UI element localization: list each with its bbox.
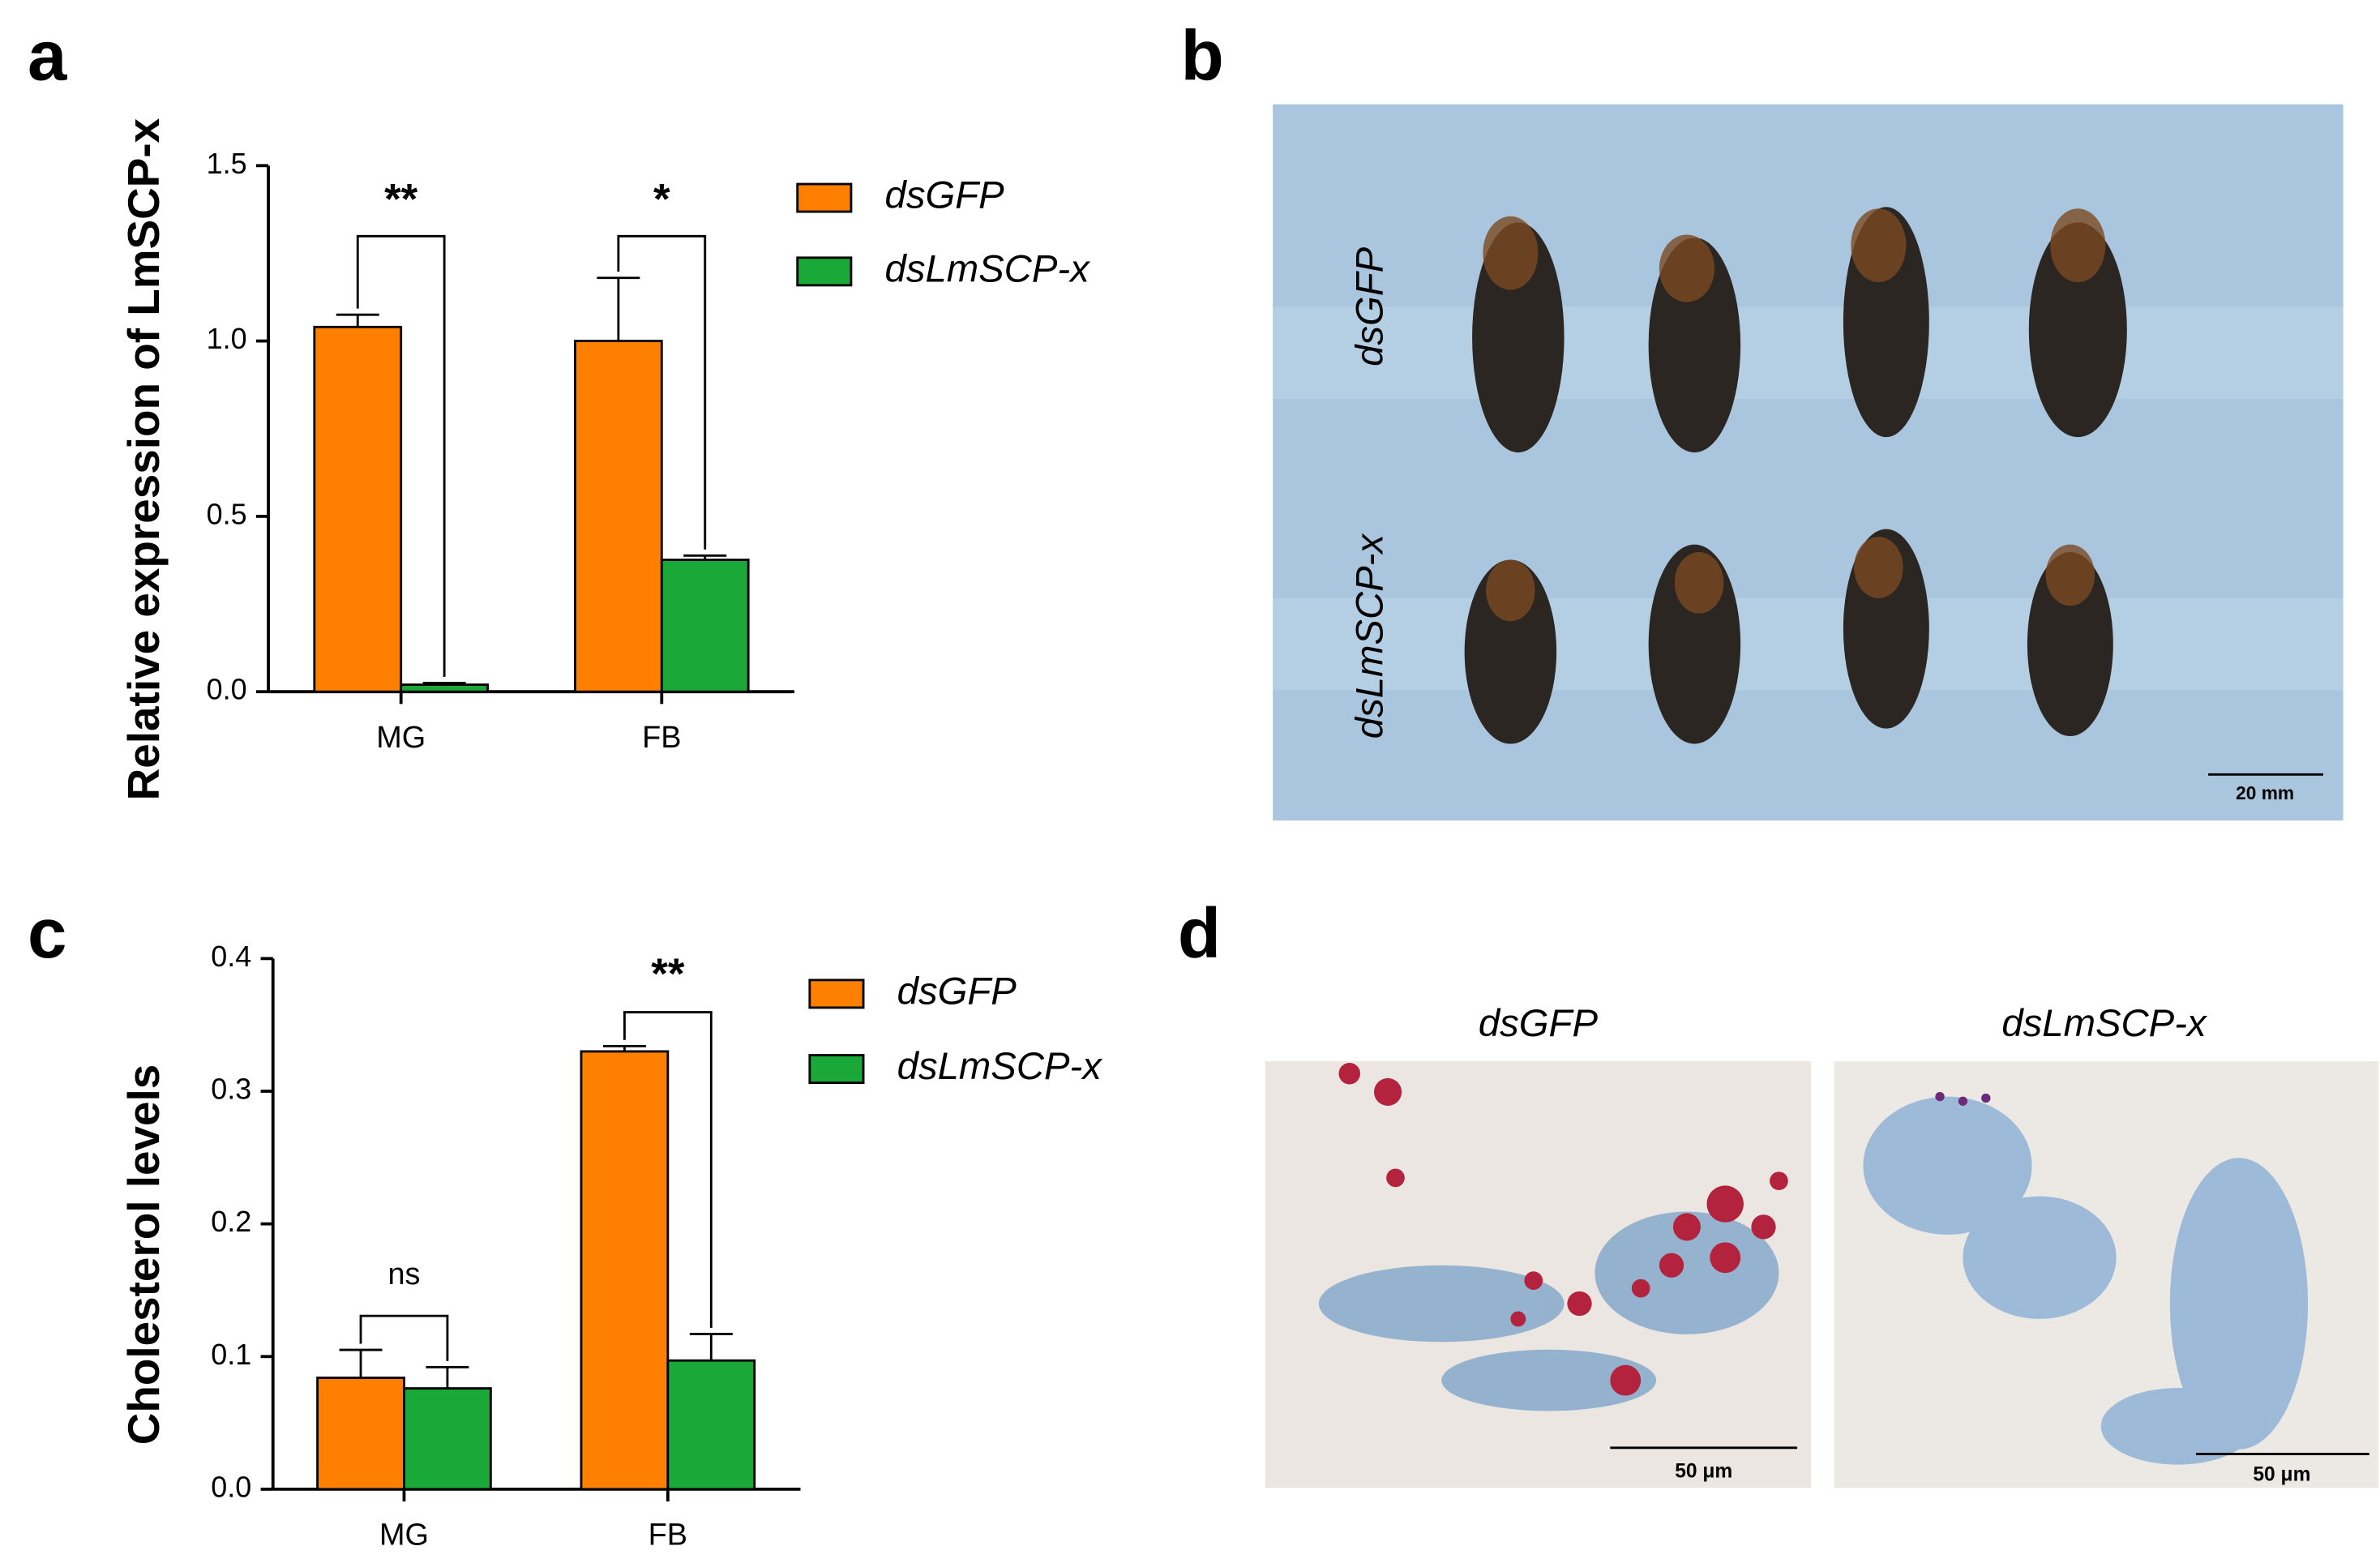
x-tick-label: FB [642, 721, 681, 755]
x-tick-label: FB [649, 1518, 687, 1553]
x-tick-label: MG [376, 721, 426, 755]
significance-label: * [653, 176, 670, 224]
panel-label: d [1178, 894, 1221, 973]
scale-bar-label: 50 μm [1675, 1461, 1732, 1483]
y-tick-label: 0.0 [207, 673, 247, 706]
bar [580, 1050, 670, 1491]
y-tick-label: 0.1 [211, 1338, 251, 1371]
panel-title: dsGFP [1479, 1002, 1599, 1045]
bar [660, 559, 750, 693]
y-tick-label: 1.0 [207, 322, 247, 355]
y-axis-label: Relative expression of LmSCP-x [118, 118, 169, 800]
significance-bracket [359, 1314, 449, 1361]
significance-bracket [617, 234, 707, 550]
error-bar [683, 554, 727, 560]
row-label: dsGFP [1349, 246, 1392, 366]
panel-title: dsLmSCP-x [2001, 1002, 2208, 1045]
y-tick-label: 0.4 [211, 940, 251, 973]
legend-label: dsGFP [885, 174, 1005, 217]
bar [403, 1387, 492, 1491]
legend-label: dsLmSCP-x [885, 247, 1092, 290]
y-tick-label: 0.0 [211, 1470, 251, 1503]
error-bar [422, 681, 466, 685]
error-bar [689, 1333, 733, 1361]
bar [400, 683, 489, 693]
bar [316, 1377, 405, 1491]
legend-label: dsLmSCP-x [897, 1045, 1104, 1088]
y-axis-label: Cholesterol levels [118, 1064, 169, 1446]
row-label: dsLmSCP-x [1349, 533, 1392, 739]
error-bar [339, 1348, 383, 1378]
panel-label: a [28, 17, 67, 96]
legend-label: dsGFP [897, 970, 1017, 1013]
significance-bracket [623, 1011, 713, 1328]
panel-label: c [28, 894, 66, 973]
legend-swatch [808, 1054, 865, 1085]
significance-label: ** [651, 950, 685, 998]
significance-label: ns [388, 1257, 421, 1291]
x-tick-label: MG [379, 1518, 429, 1553]
scale-bar-label: 50 μm [2253, 1463, 2310, 1485]
y-tick-label: 0.2 [211, 1205, 251, 1238]
photo-panel-b [1273, 104, 2344, 821]
significance-bracket [356, 234, 446, 677]
error-bar [602, 1044, 646, 1051]
panel-label: b [1181, 17, 1224, 96]
error-bar [336, 313, 379, 328]
error-bar [597, 276, 640, 341]
error-bar [426, 1365, 469, 1389]
y-tick-label: 0.5 [207, 497, 247, 530]
scale-bar-label: 20 mm [2236, 782, 2294, 803]
bar [573, 340, 663, 693]
bar [666, 1359, 756, 1491]
bar [313, 325, 403, 693]
photo-panel-d [1265, 1061, 2379, 1488]
legend-swatch [796, 256, 853, 287]
legend-swatch [796, 182, 853, 213]
significance-label: ** [384, 176, 418, 224]
y-tick-label: 0.3 [211, 1072, 251, 1105]
y-tick-label: 1.5 [207, 147, 247, 180]
legend-swatch [808, 979, 865, 1009]
